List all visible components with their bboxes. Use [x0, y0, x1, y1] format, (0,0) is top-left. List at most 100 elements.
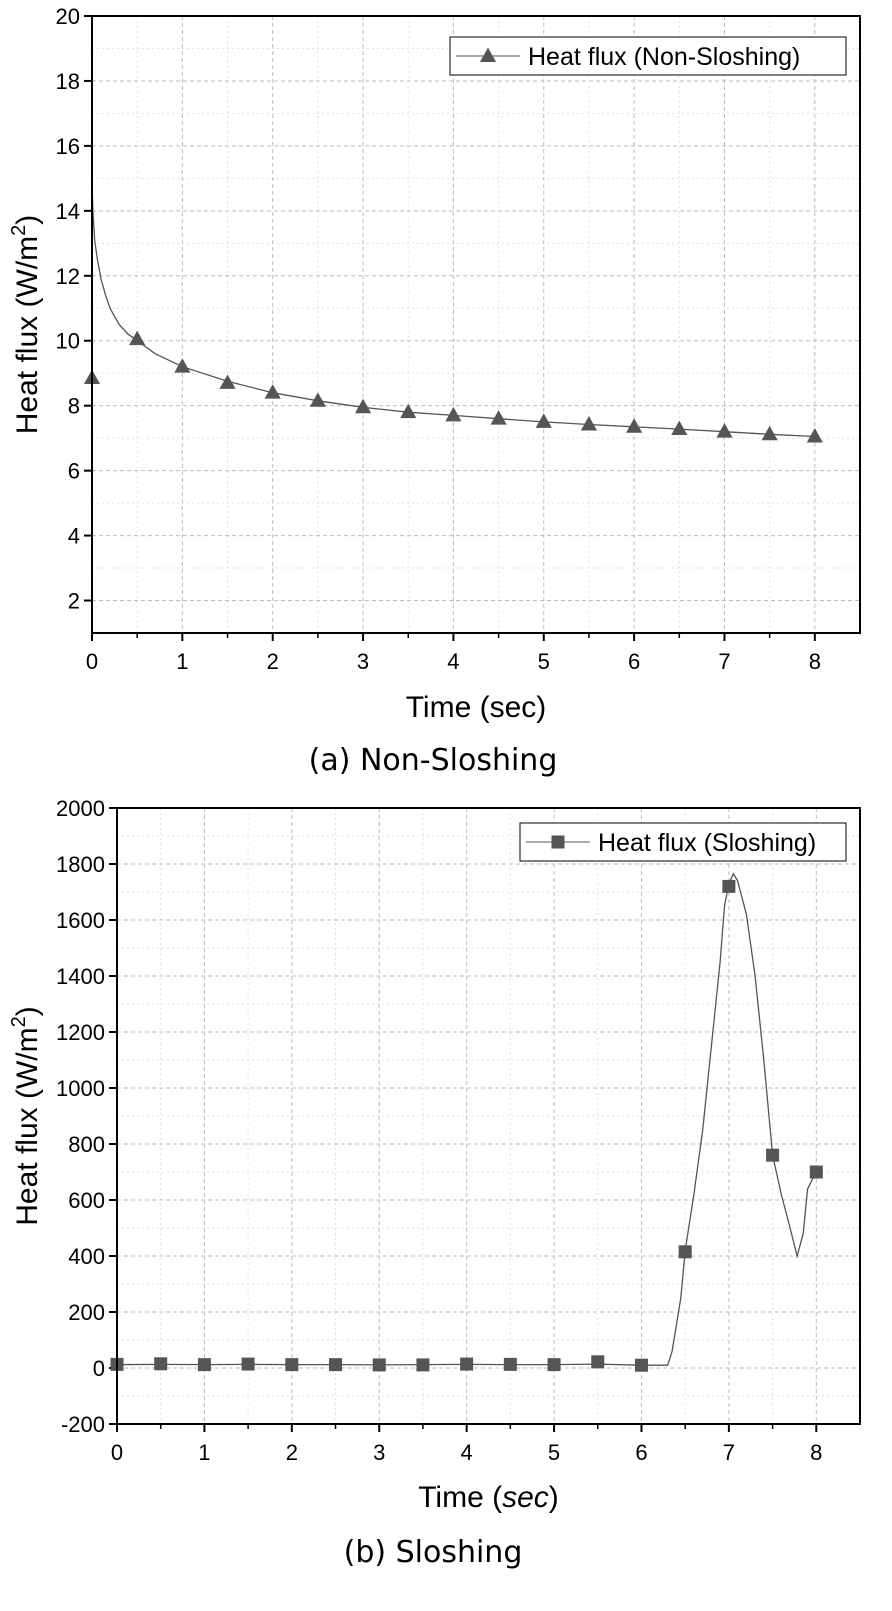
data-point [219, 374, 236, 389]
y-tick-label: 2 [68, 589, 80, 614]
x-axis-label-a: Time (sec) [406, 691, 547, 724]
legend-label-b: Heat flux (Sloshing) [598, 829, 816, 857]
y-ticks-b: -200 0 200 400 600 800 1000 1200 1400 1600 1800 200… [56, 796, 117, 1437]
y-tick-label: 1600 [56, 908, 105, 933]
y-tick-label: 6 [68, 459, 80, 484]
caption-b: (b) Sloshing [344, 1535, 523, 1570]
y-axis-label-a: Heat flux (W/m2) [8, 215, 44, 434]
y-tick-label: 600 [68, 1188, 105, 1213]
data-point [490, 410, 507, 425]
x-tick-label: 5 [538, 649, 550, 674]
x-tick-label: 7 [723, 1440, 735, 1465]
y-tick-label: 1800 [56, 852, 105, 877]
grid-a [92, 16, 860, 633]
data-point [309, 392, 326, 407]
data-point [547, 1358, 561, 1372]
data-point [460, 1357, 474, 1371]
data-point [591, 1355, 605, 1369]
data-point [445, 406, 462, 422]
y-tick-label: 800 [68, 1132, 105, 1157]
data-point [285, 1358, 299, 1372]
legend-marker-b [551, 835, 565, 849]
data-point [264, 384, 281, 399]
legend-a: Heat flux (Non-Sloshing) [449, 36, 847, 76]
x-tick-label: 4 [461, 1440, 473, 1465]
series-line [116, 872, 817, 1366]
data-point [329, 1358, 343, 1372]
data-point [671, 420, 688, 436]
data-point [766, 1148, 780, 1162]
x-tick-label: 6 [635, 1440, 647, 1465]
data-point [634, 1358, 648, 1372]
x-tick-label: 4 [447, 649, 459, 674]
y-tick-label: 1400 [56, 964, 105, 989]
y-tick-label: 20 [56, 4, 80, 29]
y-axis-label-b: Heat flux (W/m2) [8, 1006, 44, 1225]
data-point [722, 879, 736, 893]
data-point [400, 403, 417, 419]
legend-label-a: Heat flux (Non-Sloshing) [528, 43, 800, 71]
y-tick-label: 16 [56, 134, 80, 159]
data-point [154, 1357, 168, 1371]
plot-frame-a [91, 15, 861, 634]
x-tick-label: 7 [718, 649, 730, 674]
data-point [806, 428, 823, 443]
data-point [354, 398, 372, 414]
data-point [197, 1358, 211, 1372]
data-point [241, 1357, 255, 1371]
y-tick-label: 1000 [56, 1076, 105, 1101]
legend-marker-a [479, 47, 497, 62]
y-tick-label: 200 [68, 1300, 105, 1325]
x-axis-label-b: Time (sec) [418, 1481, 559, 1514]
data-point [129, 330, 146, 346]
caption-a: (a) Non-Sloshing [309, 743, 558, 778]
data-point [761, 425, 778, 441]
y-tick-label: 8 [68, 394, 80, 419]
y-tick-label: 1200 [56, 1020, 105, 1045]
legend-b: Heat flux (Sloshing) [519, 822, 847, 862]
y-tick-label: 18 [56, 69, 80, 94]
x-tick-label: 3 [357, 649, 369, 674]
y-tick-label: 2000 [56, 796, 105, 821]
series-b [110, 872, 823, 1372]
grid-b [117, 808, 860, 1424]
x-tick-label: 0 [86, 649, 98, 674]
x-ticks-b: 0 1 2 3 4 5 6 7 8 [111, 1424, 822, 1465]
x-tick-label: 1 [198, 1440, 210, 1465]
y-tick-label: -200 [61, 1412, 105, 1437]
y-tick-label: 10 [56, 329, 80, 354]
y-tick-label: 14 [56, 199, 80, 224]
data-point [416, 1358, 430, 1372]
series-a [83, 184, 823, 443]
x-tick-label: 2 [267, 649, 279, 674]
legend-marker-symbol [479, 47, 497, 62]
x-tick-label: 2 [286, 1440, 298, 1465]
x-tick-label: 0 [111, 1440, 123, 1465]
x-ticks-a: 0 1 2 3 4 5 6 7 8 [86, 633, 821, 674]
plot-frame-b [116, 807, 861, 1425]
x-tick-label: 1 [176, 649, 188, 674]
series-line [91, 184, 815, 438]
x-tick-label: 8 [809, 649, 821, 674]
data-point [372, 1358, 386, 1372]
data-point [716, 423, 733, 438]
x-tick-label: 8 [810, 1440, 822, 1465]
y-ticks-a: 2 4 6 8 10 12 14 16 18 20 [56, 4, 92, 614]
y-tick-label: 4 [68, 524, 80, 549]
x-tick-label: 5 [548, 1440, 560, 1465]
y-tick-label: 0 [93, 1356, 105, 1381]
legend-marker-symbol [551, 835, 565, 849]
y-tick-label: 400 [68, 1244, 105, 1269]
data-point [174, 358, 191, 373]
data-point [678, 1245, 692, 1259]
data-point [580, 416, 598, 431]
data-point [535, 413, 552, 428]
x-tick-label: 6 [628, 649, 640, 674]
x-tick-label: 3 [373, 1440, 385, 1465]
data-point [503, 1357, 517, 1371]
y-tick-label: 12 [56, 264, 80, 289]
data-point [626, 418, 643, 433]
